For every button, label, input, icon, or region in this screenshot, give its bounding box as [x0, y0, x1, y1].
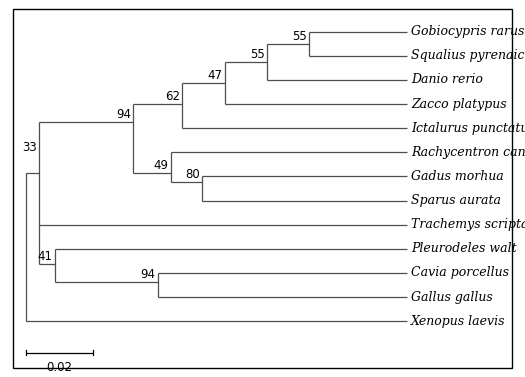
Text: 33: 33 — [23, 141, 37, 154]
Text: Gadus morhua: Gadus morhua — [411, 170, 504, 183]
Text: 62: 62 — [165, 90, 180, 103]
Text: 49: 49 — [154, 159, 169, 172]
Text: Cavia porcellus: Cavia porcellus — [411, 267, 509, 279]
Text: Gobiocypris rarus: Gobiocypris rarus — [411, 25, 524, 38]
Text: Trachemys scripta elegans: Trachemys scripta elegans — [411, 218, 525, 231]
Text: 55: 55 — [250, 48, 265, 61]
Text: Sparus aurata: Sparus aurata — [411, 194, 501, 207]
Text: 94: 94 — [141, 268, 155, 281]
Text: Rachycentron canandum: Rachycentron canandum — [411, 146, 525, 159]
Text: Gallus gallus: Gallus gallus — [411, 291, 493, 303]
Text: 80: 80 — [185, 168, 200, 181]
Text: 0.02: 0.02 — [47, 361, 72, 374]
Text: Ictalurus punctatus: Ictalurus punctatus — [411, 122, 525, 135]
Text: 47: 47 — [207, 69, 223, 82]
Text: 41: 41 — [38, 250, 53, 263]
Text: Danio rerio: Danio rerio — [411, 74, 483, 86]
Text: 55: 55 — [292, 29, 307, 43]
Text: Xenopus laevis: Xenopus laevis — [411, 315, 506, 328]
Text: 94: 94 — [116, 108, 131, 121]
Text: Zacco platypus: Zacco platypus — [411, 98, 507, 110]
Text: Squalius pyrenaicus: Squalius pyrenaicus — [411, 49, 525, 62]
Text: Pleurodeles walt: Pleurodeles walt — [411, 242, 517, 255]
